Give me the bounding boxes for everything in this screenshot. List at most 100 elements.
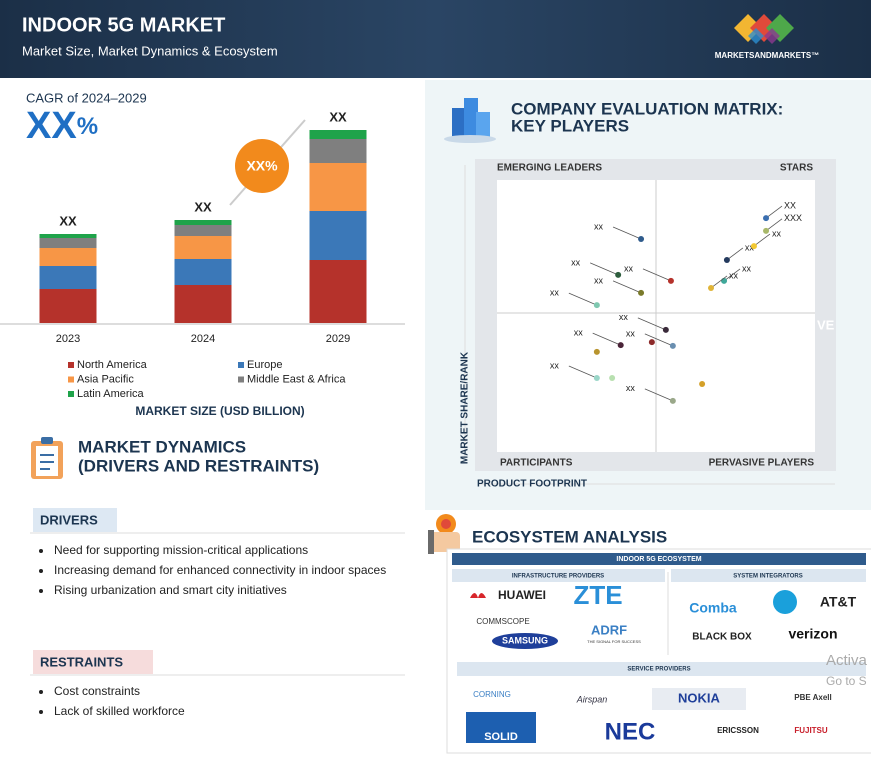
quadrant-label: PERVASIVE PLAYERS xyxy=(709,458,815,469)
company-point xyxy=(750,243,757,250)
company-logo: ZTE xyxy=(573,580,622,610)
bar-segment xyxy=(309,260,367,323)
company-logo: Airspan xyxy=(576,694,608,704)
bullet xyxy=(39,589,43,593)
cagr-label: CAGR of 2024–2029 xyxy=(26,90,147,105)
company-logo: Comba xyxy=(689,600,737,616)
bar-segment xyxy=(174,220,232,225)
matrix-title: KEY PLAYERS xyxy=(511,116,629,135)
group-bar xyxy=(457,662,866,676)
company-logo: AT&T xyxy=(820,594,857,610)
point-label: xx xyxy=(571,257,581,267)
company-point xyxy=(669,397,676,404)
company-point xyxy=(593,375,600,382)
bar-total-label: XX xyxy=(59,213,77,228)
bullet-text: Need for supporting mission-critical app… xyxy=(54,543,308,557)
bar-segment xyxy=(309,130,367,139)
title: INDOOR 5G MARKET xyxy=(22,14,225,36)
company-logo: verizon xyxy=(788,626,837,642)
leader-line xyxy=(612,280,642,294)
chart-caption: MARKET SIZE (USD BILLION) xyxy=(135,404,304,418)
company-logo: CORNING xyxy=(473,690,511,699)
bullet xyxy=(39,710,43,714)
company-logo: ADRF xyxy=(591,622,627,637)
bar-segment xyxy=(39,289,97,323)
company-point xyxy=(723,256,730,263)
legend-swatch xyxy=(68,376,74,383)
logo-mark xyxy=(773,590,797,614)
brand: MARKETSANDMARKETS™ xyxy=(715,51,819,60)
drivers-label: DRIVERS xyxy=(40,512,98,527)
dynamics-icon xyxy=(31,437,63,479)
leader-line xyxy=(710,275,728,289)
bullet xyxy=(39,569,43,573)
bullet xyxy=(39,549,43,553)
bar-total-label: XX xyxy=(194,199,212,214)
y-axis-label: MARKET SHARE/RANK xyxy=(460,351,471,464)
bar-segment xyxy=(39,266,97,289)
ecosystem-header: INDOOR 5G ECOSYSTEM xyxy=(616,556,701,563)
legend-label: Middle East & Africa xyxy=(247,373,346,385)
company-point xyxy=(609,375,616,382)
bullet-text: Rising urbanization and smart city initi… xyxy=(54,583,287,597)
company-logo: NEC xyxy=(605,718,656,745)
company-point xyxy=(763,227,770,234)
bar-segment xyxy=(174,285,232,323)
company-logo: COMMSCOPE xyxy=(476,617,529,626)
company-point xyxy=(662,326,669,333)
cagr-value: XX% xyxy=(26,105,98,147)
legend-label: Latin America xyxy=(77,388,145,400)
leader-line xyxy=(765,205,783,219)
quadrant-label: EMERGING LEADERS xyxy=(497,163,602,174)
leader-line xyxy=(723,268,741,282)
company-point xyxy=(763,215,770,222)
company-point xyxy=(617,342,624,349)
point-label: xx xyxy=(574,327,584,337)
subtitle: Market Size, Market Dynamics & Ecosystem xyxy=(22,43,278,58)
group-bar xyxy=(452,569,665,582)
bar-segment xyxy=(174,236,232,259)
bar-segment xyxy=(39,248,97,266)
company-point xyxy=(593,348,600,355)
leader-line xyxy=(642,268,672,282)
dynamics-title: MARKET DYNAMICS xyxy=(78,437,246,456)
company-logo: BLACK BOX xyxy=(692,632,752,643)
point-label: xx xyxy=(742,263,752,273)
company-point xyxy=(638,289,645,296)
quadrant-label: STARS xyxy=(780,163,813,174)
leader-line xyxy=(644,388,674,402)
cagr-unit: % xyxy=(77,113,98,140)
point-label: xx xyxy=(594,221,604,231)
leader-line xyxy=(590,262,619,276)
company-logo: FUJITSU xyxy=(794,726,828,735)
bar-segment xyxy=(39,234,97,238)
company-point xyxy=(638,236,645,243)
company-logo: SAMSUNG xyxy=(502,635,548,645)
company-point xyxy=(615,271,622,278)
bullet-text: Cost constraints xyxy=(54,684,140,698)
leader-line xyxy=(753,233,771,247)
company-point xyxy=(721,277,728,284)
point-label: xx xyxy=(626,383,636,393)
bar-segment xyxy=(309,211,367,260)
company-point xyxy=(648,339,655,346)
logo-bg xyxy=(466,712,536,743)
point-label: xx xyxy=(619,312,629,322)
point-label: xx xyxy=(550,287,560,297)
bar-segment xyxy=(174,225,232,236)
company-point xyxy=(593,302,600,309)
bar-segment xyxy=(39,238,97,248)
bullet-text: Lack of skilled workforce xyxy=(54,704,185,718)
leader-line xyxy=(765,218,783,232)
x-axis-label: PRODUCT FOOTPRINT xyxy=(477,479,587,490)
quadrant-label: PARTICIPANTS xyxy=(500,458,573,469)
legend-swatch xyxy=(68,362,74,368)
leader-line xyxy=(726,247,744,261)
leader-line xyxy=(644,333,674,347)
brand-logo xyxy=(734,14,794,44)
cagr-bubble-label: XX% xyxy=(246,158,278,174)
legend-swatch xyxy=(238,376,244,383)
point-label: xx xyxy=(745,242,755,252)
restraints-tab xyxy=(33,650,153,674)
